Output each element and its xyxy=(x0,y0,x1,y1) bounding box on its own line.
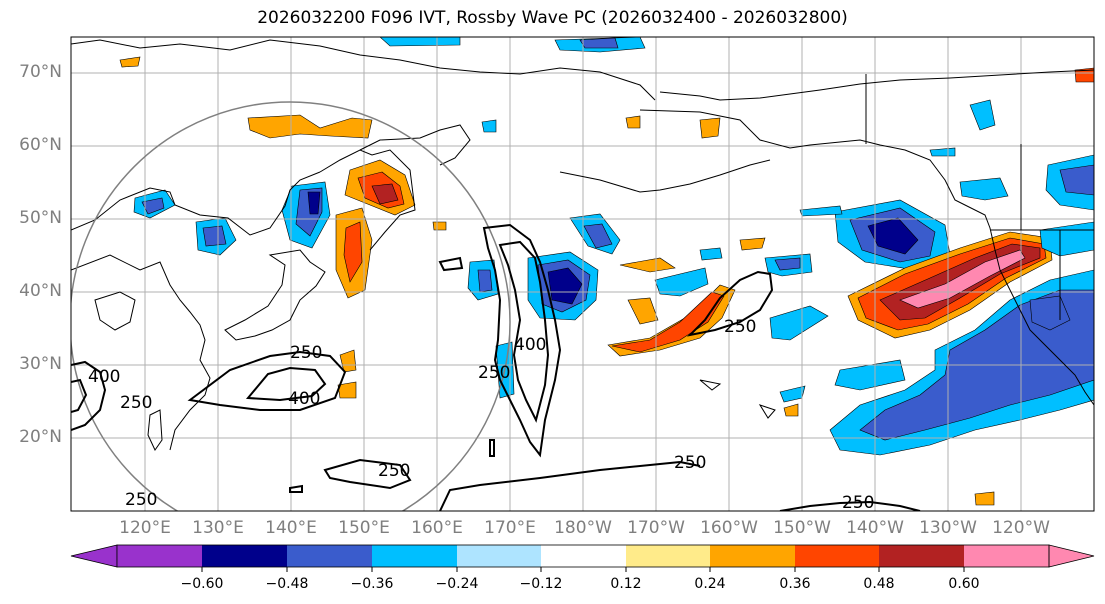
colorbar-tick-label: 0.24 xyxy=(694,576,726,592)
lon-label: 170°W xyxy=(627,518,685,538)
contour-label: 250 xyxy=(842,493,874,513)
lat-label: 20°N xyxy=(19,427,62,447)
lon-label: 120°W xyxy=(992,518,1050,538)
colorbar-segment xyxy=(964,545,1049,567)
colorbar-segment xyxy=(372,545,457,567)
contour-labels: 250 400 250 400 250 400 250 250 250 250 … xyxy=(88,317,874,513)
contour-label: 400 xyxy=(288,389,320,409)
ivt-contours xyxy=(71,223,921,511)
colorbar-tick-label: −0.24 xyxy=(435,576,479,592)
lat-label: 40°N xyxy=(19,281,62,301)
colorbar-tick-label: 0.12 xyxy=(610,576,642,592)
colorbar-extend-min xyxy=(70,544,118,568)
colorbar-tick-label: 0.48 xyxy=(863,576,895,592)
colorbar-segment xyxy=(457,545,541,567)
colorbar-tick-label: 0.60 xyxy=(948,576,980,592)
colorbar xyxy=(70,544,1095,572)
colorbar-segment xyxy=(202,545,287,567)
colorbar-segment xyxy=(287,545,372,567)
colorbar-segment xyxy=(795,545,879,567)
lon-label: 160°E xyxy=(411,518,463,538)
contour-label: 250 xyxy=(478,363,510,383)
contour-label: 250 xyxy=(378,461,410,481)
colorbar-tick-label: −0.48 xyxy=(265,576,309,592)
colorbar-tick-label: −0.12 xyxy=(519,576,563,592)
colorbar-tick-label: −0.36 xyxy=(350,576,394,592)
contour-label: 400 xyxy=(88,367,120,387)
colorbar-tick-label: 0.36 xyxy=(779,576,811,592)
map-frame xyxy=(70,36,1095,512)
colorbar-extend-max xyxy=(1048,544,1095,568)
colorbar-segment xyxy=(879,545,964,567)
lon-label: 170°E xyxy=(484,518,536,538)
colorbar-segment xyxy=(117,545,202,567)
lon-label: 180°W xyxy=(554,518,612,538)
lon-label: 140°E xyxy=(265,518,317,538)
contour-label: 250 xyxy=(125,490,157,510)
contour-label: 400 xyxy=(514,335,546,355)
colorbar-segment xyxy=(541,545,626,567)
lat-label: 30°N xyxy=(19,354,62,374)
colorbar-segment xyxy=(710,545,795,567)
lon-label: 160°W xyxy=(700,518,758,538)
lon-label: 130°W xyxy=(919,518,977,538)
coastlines xyxy=(71,39,1094,451)
lon-label: 130°E xyxy=(192,518,244,538)
lon-label: 150°W xyxy=(773,518,831,538)
map-plot-area: 250 400 250 400 250 400 250 250 250 250 … xyxy=(71,37,1094,513)
lat-label: 60°N xyxy=(19,135,62,155)
lat-label: 50°N xyxy=(19,208,62,228)
rossby-wave-region-circle xyxy=(71,101,511,511)
lon-label: 120°E xyxy=(119,518,171,538)
contour-label: 250 xyxy=(674,453,706,473)
colorbar-tick-label: −0.60 xyxy=(180,576,224,592)
contour-label: 250 xyxy=(290,343,322,363)
map-title: 2026032200 F096 IVT, Rossby Wave PC (202… xyxy=(257,8,848,28)
lat-label: 70°N xyxy=(19,62,62,82)
lon-label: 140°W xyxy=(846,518,904,538)
contour-label: 250 xyxy=(120,393,152,413)
contour-label: 250 xyxy=(724,317,756,337)
colorbar-segment xyxy=(626,545,710,567)
lon-label: 150°E xyxy=(338,518,390,538)
